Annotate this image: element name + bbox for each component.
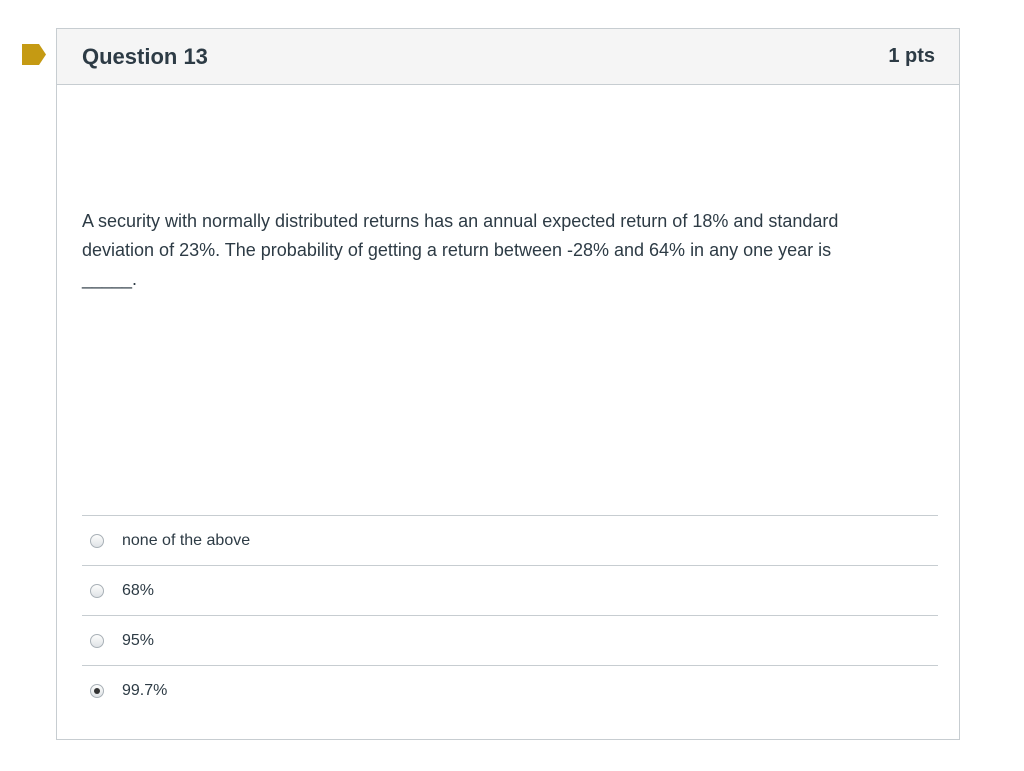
radio-button-selected[interactable] <box>90 683 104 698</box>
question-text-line: A security with normally distributed ret… <box>82 211 839 231</box>
radio-button[interactable] <box>90 533 104 548</box>
question-points: 1 pts <box>888 45 935 67</box>
question-flag-icon[interactable] <box>22 44 46 65</box>
answer-label: 95% <box>122 631 155 649</box>
question-text-line: deviation of 23%. The probability of get… <box>82 240 832 260</box>
answer-label: 99.7% <box>122 681 168 699</box>
radio-button[interactable] <box>90 583 104 598</box>
question-text-line: _____. <box>82 269 138 289</box>
answer-option[interactable]: none of the above <box>82 515 938 565</box>
answer-option[interactable]: 68% <box>82 565 938 615</box>
answer-option[interactable]: 95% <box>82 615 938 665</box>
answer-label: none of the above <box>122 531 251 549</box>
radio-button[interactable] <box>90 633 104 648</box>
answer-option[interactable]: 99.7% <box>82 665 938 715</box>
question-card: Question 13 1 pts A security with normal… <box>56 28 960 740</box>
answer-label: 68% <box>122 581 155 599</box>
question-text: A security with normally distributed ret… <box>82 207 912 294</box>
question-header: Question 13 1 pts <box>57 29 959 85</box>
answer-list: none of the above 68% 95% 99.7% <box>82 515 938 715</box>
question-title: Question 13 <box>82 43 208 69</box>
